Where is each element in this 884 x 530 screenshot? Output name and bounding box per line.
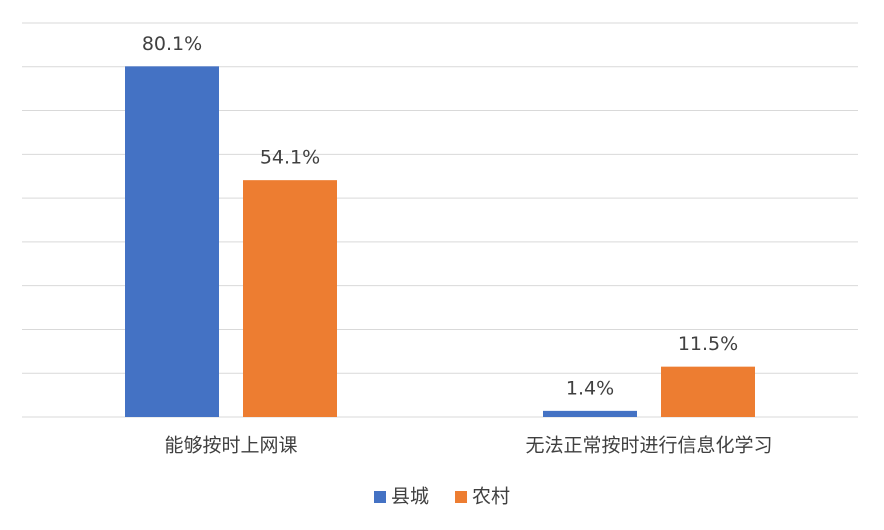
data-label: 80.1% — [142, 33, 202, 55]
legend-label: 农村 — [472, 486, 510, 508]
legend-label: 县城 — [391, 486, 429, 508]
x-tick-label: 无法正常按时进行信息化学习 — [525, 435, 772, 457]
bar — [661, 366, 755, 417]
bar — [125, 66, 219, 417]
legend-swatch — [455, 491, 468, 503]
data-label: 54.1% — [260, 147, 320, 169]
data-label: 1.4% — [566, 377, 614, 399]
legend-swatch — [374, 491, 386, 503]
data-label: 11.5% — [678, 333, 738, 355]
bar — [543, 410, 637, 417]
bar — [243, 180, 337, 417]
x-tick-label: 能够按时上网课 — [164, 435, 297, 457]
